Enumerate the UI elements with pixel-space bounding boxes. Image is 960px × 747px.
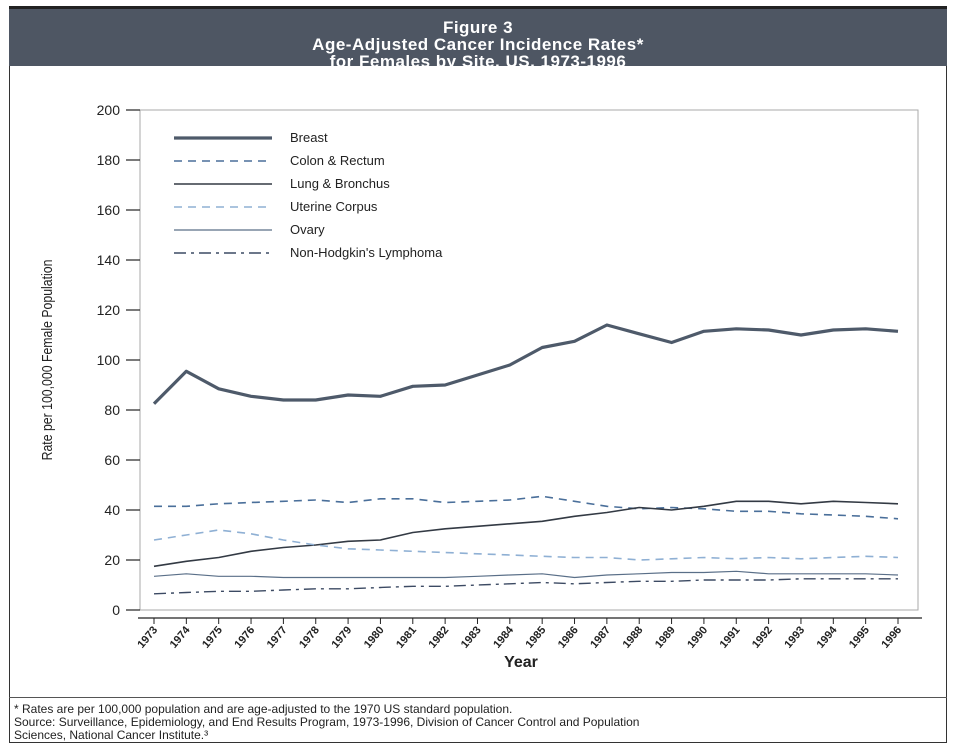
y-tick-label: 40 [104, 502, 120, 518]
series-line-breast [152, 323, 899, 405]
x-axis: 1973 1974 1975 1976 1977 1978 1979 1980 1981 1982… [135, 617, 922, 651]
x-tick-label: 1984 [491, 624, 516, 651]
x-tick-label: 1983 [459, 624, 484, 650]
legend-label: Lung & Bronchus [290, 176, 390, 191]
x-tick-label: 1977 [265, 624, 290, 650]
x-tick-label: 1973 [135, 624, 160, 650]
y-tick-label: 0 [112, 602, 120, 618]
footnote-rates: * Rates are per 100,000 population and a… [14, 702, 513, 716]
x-tick-label: 1993 [782, 624, 807, 650]
y-axis-title: Rate per 100,000 Female Population [39, 260, 55, 461]
figure-number: Figure 3 [442, 18, 514, 37]
x-tick-label: 1995 [847, 624, 872, 650]
x-tick-label: 1991 [718, 624, 743, 650]
y-tick-label: 200 [97, 102, 121, 118]
x-tick-label: 1979 [329, 624, 354, 650]
legend-label: Uterine Corpus [290, 199, 378, 214]
y-tick-label: 180 [97, 152, 121, 168]
x-tick-label: 1996 [879, 624, 904, 650]
legend-label: Ovary [290, 222, 325, 237]
legend-label: Breast [290, 130, 328, 145]
y-tick-label: 140 [97, 252, 121, 268]
x-tick-label: 1989 [653, 624, 678, 650]
y-tick-label: 20 [104, 552, 120, 568]
figure-title-line-1: Age-Adjusted Cancer Incidence Rates* [312, 35, 644, 54]
x-tick-label: 1980 [362, 624, 387, 650]
legend-label: Non-Hodgkin's Lymphoma [290, 245, 443, 260]
series-line-colon-rectum [154, 495, 899, 520]
x-tick-label: 1976 [232, 624, 257, 650]
y-tick-label: 160 [97, 202, 121, 218]
x-tick-label: 1985 [524, 624, 549, 650]
x-tick-label: 1986 [556, 624, 581, 650]
x-tick-label: 1982 [426, 624, 451, 650]
y-tick-label: 120 [97, 302, 121, 318]
y-tick-label: 80 [104, 402, 120, 418]
x-tick-label: 1978 [297, 624, 322, 650]
x-tick-label: 1990 [685, 624, 710, 650]
x-axis-title: Year [504, 654, 538, 671]
x-tick-label: 1981 [394, 624, 419, 650]
legend: Breast Colon & Rectum Lung & Bronchus Uteri… [174, 130, 443, 260]
x-tick-label: 1987 [588, 624, 613, 650]
x-tick-label: 1974 [168, 624, 193, 651]
x-tick-label: 1992 [750, 624, 775, 650]
figure-header: Figure 3 Age-Adjusted Cancer Incidence R… [9, 6, 947, 70]
footnote-divider [9, 697, 947, 698]
footnote-source: Source: Surveillance, Epidemiology, and … [14, 715, 640, 729]
y-axis: 0 20 40 60 80 100 120 140 160 180 200 [97, 102, 140, 618]
x-tick-label: 1994 [815, 624, 840, 651]
series-line-uterine-corpus [153, 529, 899, 561]
series-line-non-hodgkin-s-lymphoma [153, 578, 898, 595]
series-line-lung-bronchus [153, 500, 899, 568]
figure-title-line-2: for Females by Site, US, 1973-1996 [329, 52, 627, 71]
series-line-ovary [153, 570, 899, 579]
footnote-source-cont: Sciences, National Cancer Institute.³ [14, 728, 209, 742]
y-tick-label: 100 [97, 352, 121, 368]
x-tick-label: 1988 [621, 624, 646, 650]
footnote: * Rates are per 100,000 population and a… [14, 703, 934, 742]
series-layer [152, 323, 899, 595]
legend-label: Colon & Rectum [290, 153, 385, 168]
y-tick-label: 60 [104, 452, 120, 468]
x-tick-label: 1975 [200, 624, 225, 650]
